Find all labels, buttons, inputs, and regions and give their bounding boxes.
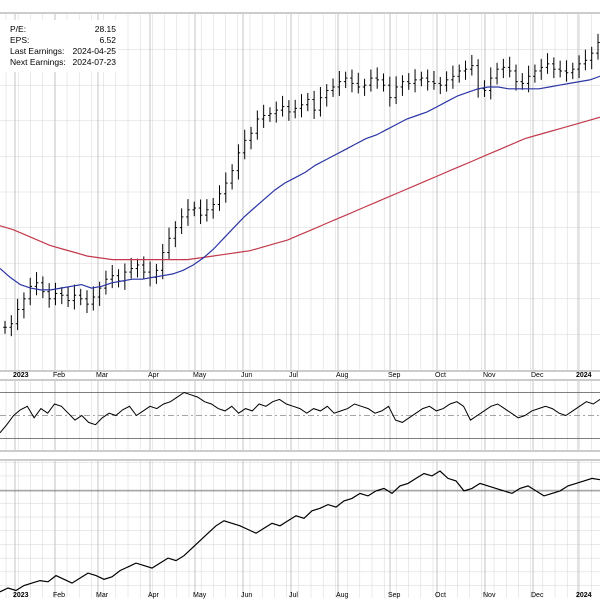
grid-lines [0, 14, 600, 598]
x-tick-label: Sep [388, 592, 401, 599]
x-tick-label: Jul [289, 372, 298, 379]
x-tick-label: Feb [53, 592, 65, 599]
last-earnings-row: Last Earnings: 2024-04-25 [10, 46, 116, 57]
x-tick-label: Nov [483, 592, 496, 599]
x-tick-label: May [193, 372, 207, 379]
oscillator-panel [0, 391, 600, 439]
eps-row: EPS: 6.52 [10, 35, 116, 46]
x-tick-label: Dec [531, 372, 544, 379]
oscillator-line [0, 391, 600, 434]
x-tick-label: May [193, 592, 207, 599]
x-tick-label: Mar [96, 372, 109, 379]
x-tick-label: 2023 [13, 592, 29, 599]
price-panel [0, 33, 600, 337]
x-tick-label: Nov [483, 372, 496, 379]
eps-label: EPS: [10, 35, 30, 45]
x-tick-label: Feb [53, 372, 65, 379]
eps-value: 6.52 [99, 35, 116, 45]
x-tick-label: Apr [148, 372, 160, 379]
x-axis-labels: 2023 2023 Feb Feb Mar Mar Apr Apr May May Jun Jun Ju… [13, 372, 592, 599]
x-tick-label: 2024 [576, 372, 592, 379]
cumulative-line [0, 470, 600, 593]
next-earnings-row: Next Earnings: 2024-07-23 [10, 57, 116, 68]
x-tick-label: Dec [531, 592, 544, 599]
x-tick-label: Jun [241, 592, 252, 599]
x-tick-label: 2023 [13, 372, 29, 379]
x-tick-label: Oct [435, 372, 446, 379]
x-tick-label: Aug [336, 372, 349, 379]
x-tick-label: Apr [148, 592, 160, 599]
x-tick-label: 2024 [576, 592, 592, 599]
pe-row: P/E: 28.15 [10, 24, 116, 35]
ma-long-line [0, 116, 600, 261]
last-earnings-label: Last Earnings: [10, 46, 65, 56]
cumulative-panel [0, 470, 600, 593]
x-tick-label: Mar [96, 592, 109, 599]
fundamentals-panel: P/E: 28.15 EPS: 6.52 Last Earnings: 2024… [0, 20, 118, 72]
last-earnings-value: 2024-04-25 [72, 46, 116, 56]
x-tick-label: Jun [241, 372, 252, 379]
x-tick-label: Jul [289, 592, 298, 599]
pe-value: 28.15 [94, 24, 116, 34]
pe-label: P/E: [10, 24, 27, 34]
next-earnings-label: Next Earnings: [10, 57, 66, 67]
x-tick-label: Sep [388, 372, 401, 379]
next-earnings-value: 2024-07-23 [72, 57, 116, 67]
x-tick-label: Oct [435, 592, 446, 599]
x-tick-label: Aug [336, 592, 349, 599]
ma-short-line [0, 75, 600, 291]
